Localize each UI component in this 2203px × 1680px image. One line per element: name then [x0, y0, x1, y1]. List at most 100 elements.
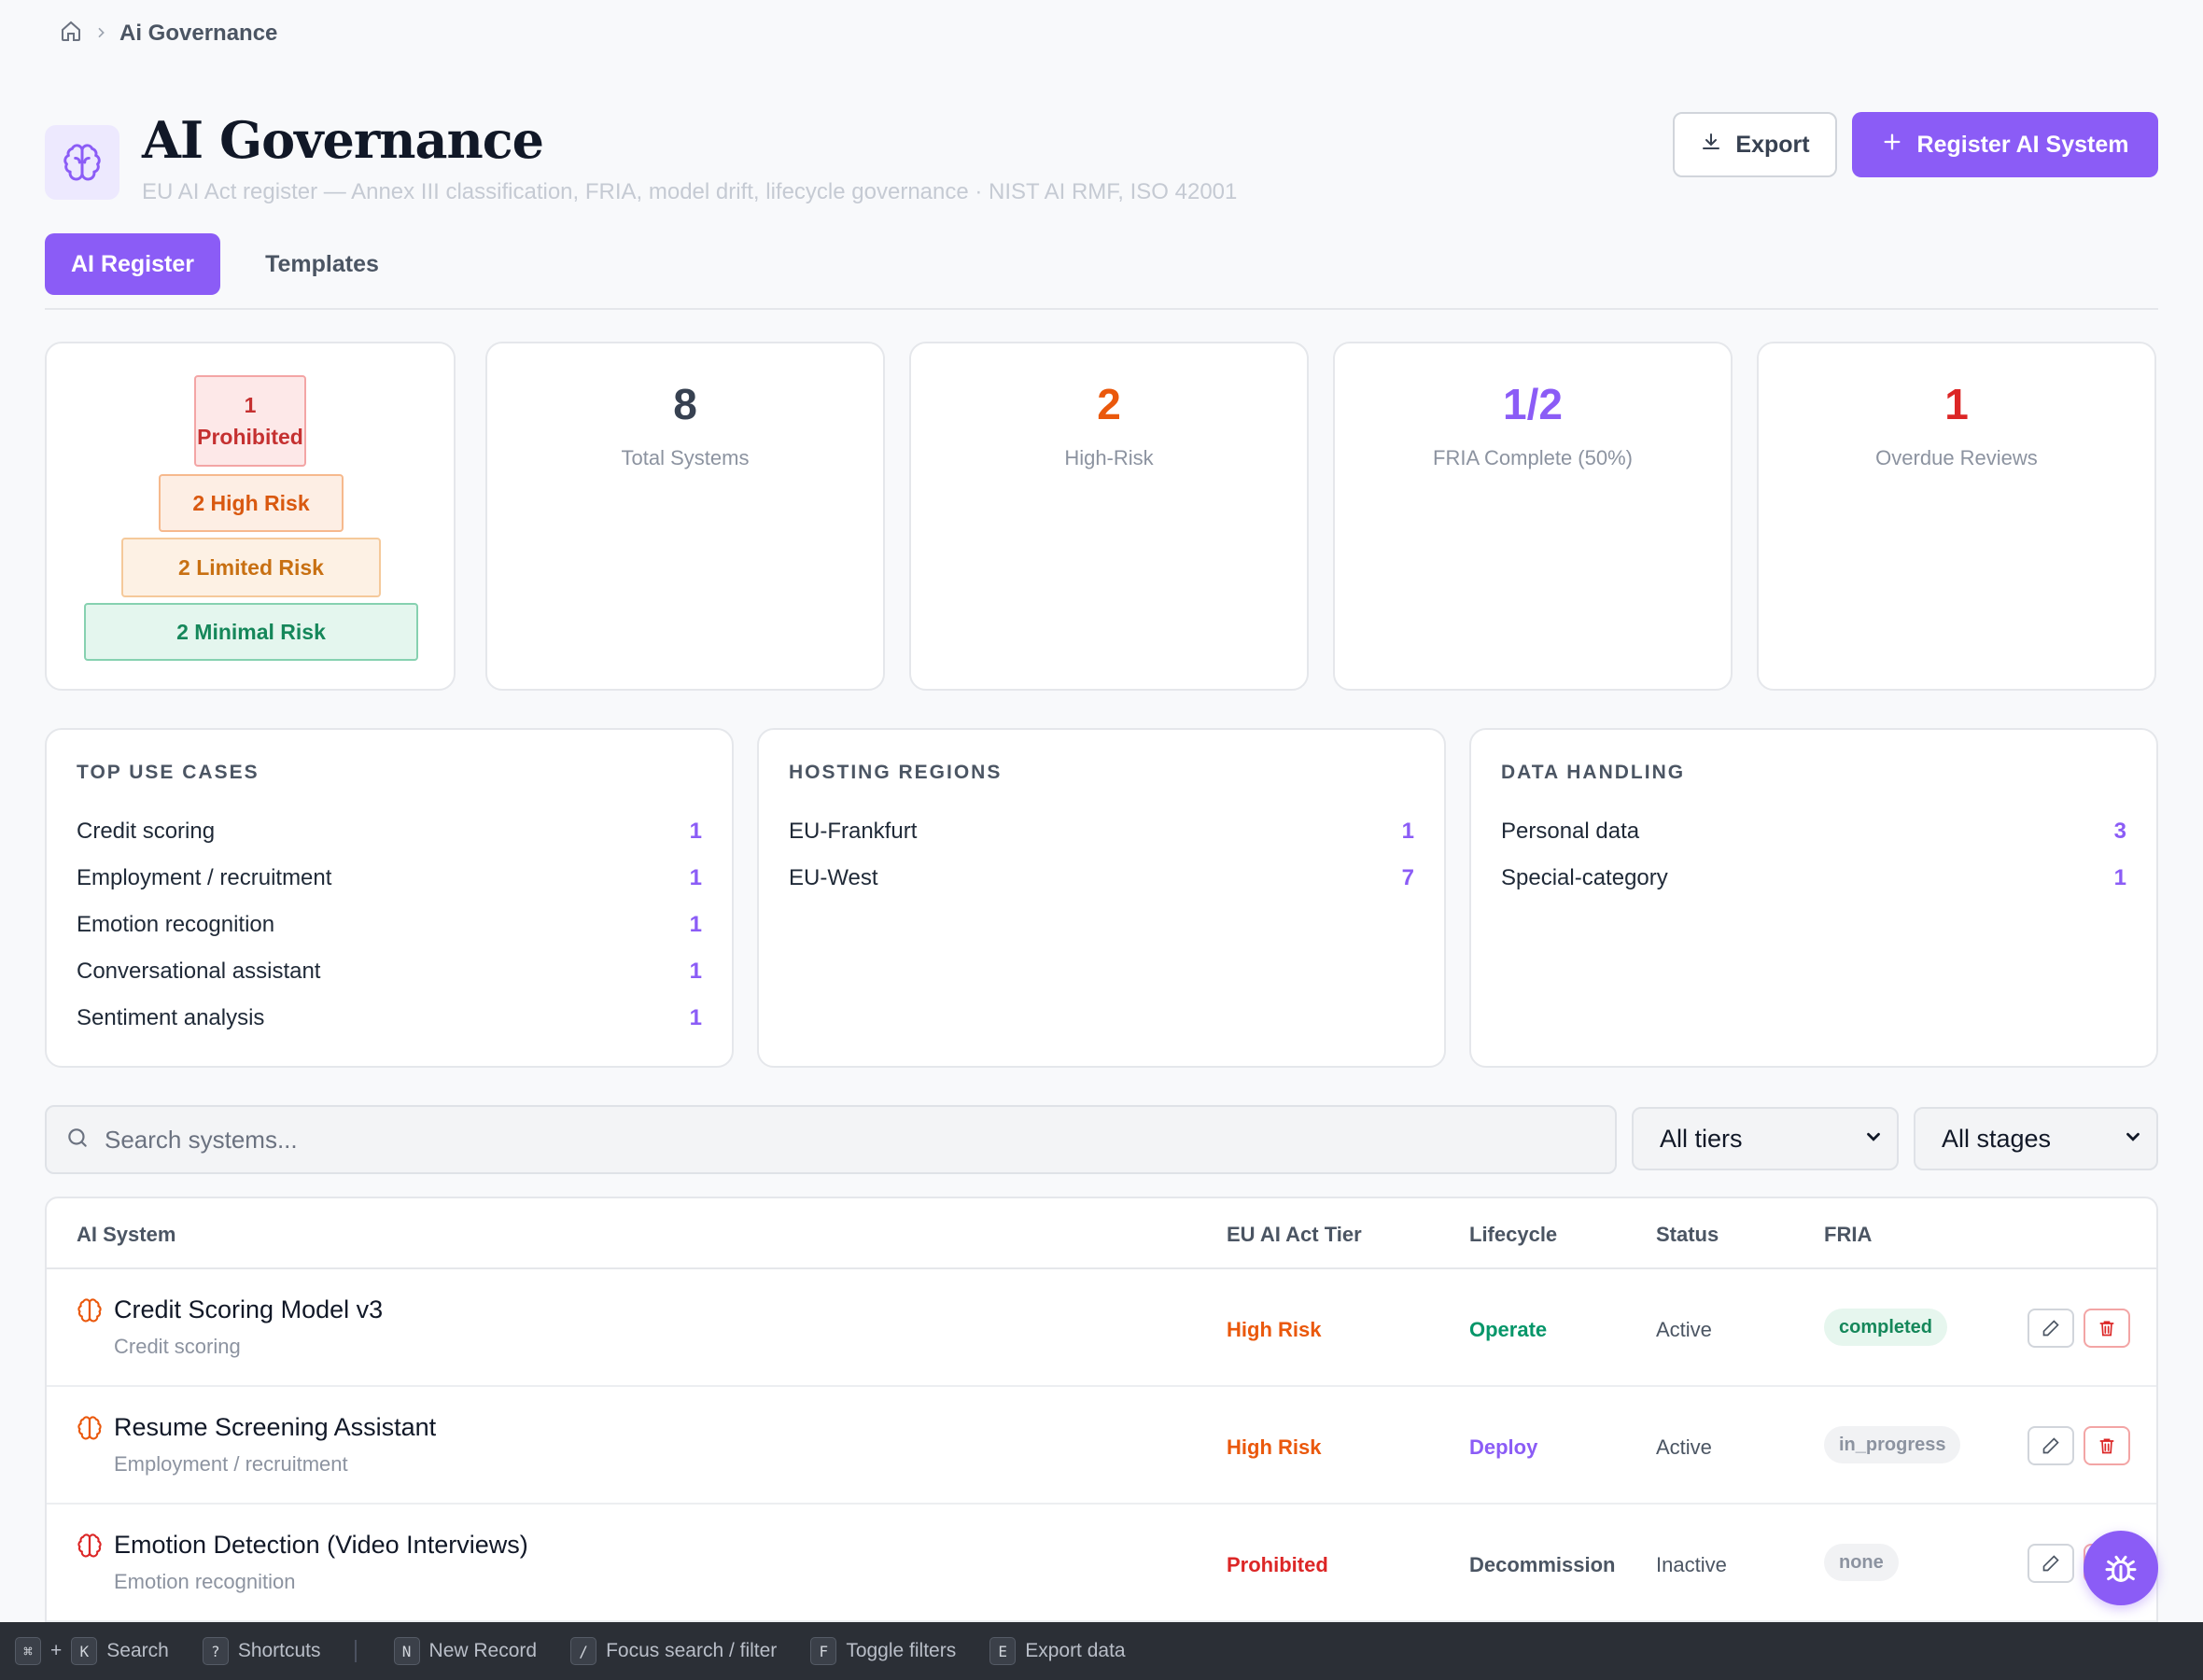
list-item-label: Special-category [1501, 865, 1668, 890]
chevron-down-icon [1863, 1125, 1884, 1154]
shortcut-bar: ⌘ + K Search ? Shortcuts N New Record / … [0, 1622, 2203, 1680]
table-row[interactable]: Credit Scoring Model v3 Credit scoring H… [47, 1269, 2156, 1387]
column-header-fria[interactable]: FRIA [1824, 1223, 1873, 1246]
bug-report-button[interactable] [2084, 1531, 2158, 1605]
list-item: Special-category 1 [1501, 855, 2126, 902]
tab-ai-register[interactable]: AI Register [45, 233, 220, 295]
list-item-count: 1 [1401, 819, 1414, 844]
list-item-count: 3 [2113, 819, 2126, 844]
pyramid-prohibited-label: Prohibited [197, 425, 303, 449]
data-handling-card: DATA HANDLING Personal data 3 Special-cat… [1469, 728, 2158, 1068]
edit-button[interactable] [2028, 1544, 2074, 1583]
slash-key: / [570, 1637, 597, 1665]
trash-icon [2099, 1321, 2114, 1337]
stat-card-total-systems: 8 Total Systems [485, 342, 885, 691]
list-item-label: EU-West [789, 865, 878, 890]
shortcut-label: Shortcuts [237, 1640, 321, 1661]
shortcut-export-data[interactable]: E Export data [989, 1637, 1126, 1665]
system-name[interactable]: Credit Scoring Model v3 [114, 1295, 384, 1323]
stat-card-fria-complete: 1/2 FRIA Complete (50%) [1333, 342, 1733, 691]
brain-icon [45, 125, 119, 200]
e-key: E [989, 1637, 1017, 1665]
list-item: Sentiment analysis 1 [77, 995, 702, 1042]
list-item: EU-Frankfurt 1 [789, 808, 1414, 855]
trash-icon [2099, 1438, 2114, 1454]
search-input[interactable] [105, 1125, 1505, 1155]
pencil-icon [2042, 1555, 2059, 1572]
export-label: Export [1735, 131, 1810, 158]
divider [354, 1640, 357, 1662]
system-name[interactable]: Emotion Detection (Video Interviews) [114, 1531, 528, 1559]
breadcrumb-current[interactable]: Ai Governance [119, 21, 278, 46]
n-key: N [393, 1637, 420, 1665]
stage-filter-select[interactable]: All stages [1914, 1107, 2158, 1170]
pyramid-high-risk[interactable]: 2 High Risk [159, 474, 344, 532]
edit-button[interactable] [2028, 1426, 2074, 1465]
card-title: DATA HANDLING [1501, 762, 1686, 783]
home-icon[interactable] [60, 20, 82, 49]
stat-card-high-risk: 2 High-Risk [909, 342, 1309, 691]
pyramid-limited-risk[interactable]: 2 Limited Risk [121, 538, 381, 597]
shortcut-focus-search[interactable]: / Focus search / filter [570, 1637, 777, 1665]
download-icon [1700, 131, 1722, 160]
fria-badge: in_progress [1824, 1426, 1961, 1463]
export-button[interactable]: Export [1673, 112, 1837, 177]
pyramid-prohibited[interactable]: 1 Prohibited [194, 375, 306, 467]
shortcut-help[interactable]: ? Shortcuts [202, 1637, 321, 1665]
stat-value: 1/2 [1503, 380, 1563, 428]
edit-button[interactable] [2028, 1309, 2074, 1348]
list-item-count: 1 [689, 1005, 702, 1030]
delete-button[interactable] [2084, 1426, 2130, 1465]
stat-label: Total Systems [621, 446, 750, 469]
lifecycle-label: Deploy [1469, 1435, 1538, 1459]
tier-label: High Risk [1227, 1435, 1322, 1459]
list-item-count: 1 [689, 959, 702, 984]
brain-icon [77, 1533, 103, 1563]
list-item: Employment / recruitment 1 [77, 855, 702, 902]
cmd-key: ⌘ [15, 1637, 41, 1665]
list-item: EU-West 7 [789, 855, 1414, 902]
status-label: Active [1656, 1318, 1712, 1341]
shortcut-label: Export data [1025, 1640, 1126, 1661]
shortcut-toggle-filters[interactable]: F Toggle filters [810, 1637, 956, 1665]
list-item-count: 7 [1401, 865, 1414, 890]
chevron-right-icon [93, 21, 108, 47]
plus-icon [1882, 132, 1902, 159]
column-header-status[interactable]: Status [1656, 1223, 1719, 1246]
search-bar [45, 1105, 1617, 1174]
list-item-count: 1 [689, 865, 702, 890]
stat-value: 8 [673, 380, 697, 428]
brain-icon [77, 1297, 103, 1328]
list-item-label: Employment / recruitment [77, 865, 332, 890]
delete-button[interactable] [2084, 1309, 2130, 1348]
column-header-lifecycle[interactable]: Lifecycle [1469, 1223, 1558, 1246]
status-label: Inactive [1656, 1553, 1727, 1576]
list-item: Personal data 3 [1501, 808, 2126, 855]
pencil-icon [2042, 1437, 2059, 1454]
stat-label: High-Risk [1064, 446, 1154, 469]
table-row[interactable]: Emotion Detection (Video Interviews) Emo… [47, 1505, 2156, 1622]
tab-templates[interactable]: Templates [265, 250, 379, 277]
list-item: Conversational assistant 1 [77, 948, 702, 995]
list-item-count: 1 [2113, 865, 2126, 890]
list-item-label: Credit scoring [77, 819, 216, 844]
table-row[interactable]: Resume Screening Assistant Employment / … [47, 1387, 2156, 1505]
bug-icon [2105, 1555, 2137, 1582]
shortcut-label: Toggle filters [846, 1640, 957, 1661]
tier-filter-select[interactable]: All tiers [1632, 1107, 1899, 1170]
card-title: HOSTING REGIONS [789, 762, 1003, 783]
list-item-label: Emotion recognition [77, 912, 275, 937]
system-name[interactable]: Resume Screening Assistant [114, 1413, 437, 1441]
pyramid-minimal-risk[interactable]: 2 Minimal Risk [84, 603, 418, 661]
register-ai-system-button[interactable]: Register AI System [1852, 112, 2158, 177]
shortcut-search[interactable]: ⌘ + K Search [15, 1637, 169, 1665]
table-header: AI System EU AI Act Tier Lifecycle Statu… [47, 1198, 2156, 1269]
system-use-case: Credit scoring [114, 1335, 241, 1358]
chevron-down-icon [2123, 1125, 2143, 1154]
list-item-label: Personal data [1501, 819, 1640, 844]
search-icon [65, 1126, 90, 1155]
shortcut-new-record[interactable]: N New Record [393, 1637, 537, 1665]
column-header-tier[interactable]: EU AI Act Tier [1227, 1223, 1362, 1246]
column-header-system[interactable]: AI System [77, 1223, 176, 1246]
list-item-count: 1 [689, 912, 702, 937]
